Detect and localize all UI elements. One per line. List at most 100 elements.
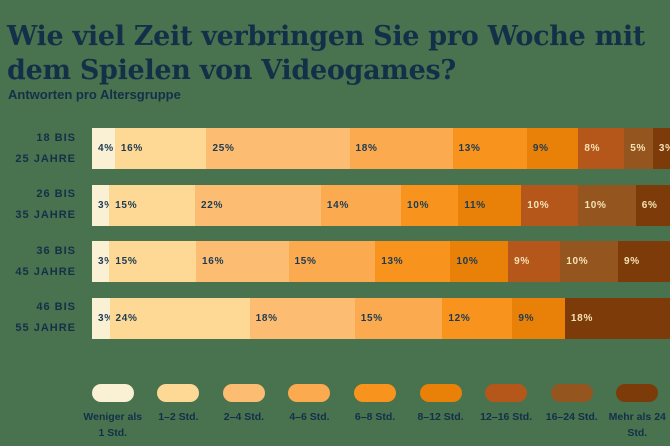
bar-segment: 9% bbox=[508, 241, 561, 282]
bar-segment: 9% bbox=[617, 241, 670, 282]
age-group-label: 36 BIS 45 JAHRE bbox=[15, 244, 76, 278]
segment-value-label: 13% bbox=[458, 143, 481, 154]
bar-segment: 25% bbox=[206, 128, 350, 169]
segment-value-label: 12% bbox=[448, 312, 471, 324]
bar-segment: 16% bbox=[114, 128, 207, 169]
bar-segment: 10% bbox=[521, 184, 579, 226]
bar-segment: 13% bbox=[375, 241, 451, 282]
segment-value-label: 9% bbox=[623, 256, 640, 267]
segment-value-label: 9% bbox=[518, 312, 535, 324]
segment-value-label: 18% bbox=[255, 312, 278, 324]
legend-swatch bbox=[550, 384, 593, 402]
bar-segment: 18% bbox=[564, 297, 670, 339]
bar-segment: 18% bbox=[249, 297, 355, 339]
legend-label: 2–4 Std. bbox=[223, 411, 265, 423]
legend-item: 16–24 Std. bbox=[539, 384, 605, 441]
age-group-label: 18 BIS 25 JAHRE bbox=[15, 131, 76, 165]
legend-item: Weniger als 1 Std. bbox=[80, 384, 146, 441]
legend-swatch bbox=[222, 384, 265, 402]
bar-segment: 6% bbox=[635, 184, 670, 226]
bar-segment: 12% bbox=[442, 297, 513, 339]
legend-swatch bbox=[616, 384, 659, 402]
bar-row: 46 BIS 55 JAHRE 3% 24% 18% 15% 12% 9% 18% bbox=[0, 297, 670, 339]
bar-segment: 10% bbox=[578, 184, 636, 226]
segment-value-label: 9% bbox=[514, 256, 531, 267]
legend-item: 2–4 Std. bbox=[211, 384, 277, 441]
segment-value-label: 16% bbox=[202, 256, 225, 267]
bar-segment: 15% bbox=[288, 241, 376, 282]
chart-subtitle: Antworten pro Altersgruppe bbox=[8, 87, 181, 102]
segment-value-label: 14% bbox=[326, 199, 350, 211]
segment-value-label: 3% bbox=[98, 256, 114, 267]
segment-value-label: 10% bbox=[566, 256, 589, 267]
legend-label: Weniger als 1 Std. bbox=[83, 411, 143, 439]
segment-value-label: 9% bbox=[532, 143, 549, 154]
legend-label: 1–2 Std. bbox=[158, 411, 199, 423]
legend-label: 16–24 Std. bbox=[545, 411, 598, 423]
bar-segment: 8% bbox=[578, 128, 625, 169]
legend-swatch bbox=[91, 384, 134, 402]
segment-value-label: 15% bbox=[294, 256, 317, 267]
legend-swatch bbox=[157, 384, 200, 402]
segment-value-label: 5% bbox=[630, 143, 647, 154]
bar-segment: 3% bbox=[92, 184, 113, 226]
chart-legend: Weniger als 1 Std. 1–2 Std. 2–4 Std. 4–6 St… bbox=[80, 384, 670, 441]
segment-value-label: 10% bbox=[584, 199, 607, 211]
bar-segment: 4% bbox=[92, 128, 115, 169]
bar-segment: 3% bbox=[652, 128, 670, 169]
segment-value-label: 24% bbox=[115, 312, 138, 324]
segment-value-label: 4% bbox=[98, 143, 114, 154]
legend-item: 4–6 Std. bbox=[277, 384, 343, 441]
bar-row: 36 BIS 45 JAHRE 3% 15% 16% 15% 13% 10% 9% 10% 9% bbox=[0, 241, 670, 282]
bar-segment: 14% bbox=[320, 184, 402, 226]
bar-segment: 10% bbox=[450, 241, 509, 282]
stacked-bar: 4% 16% 25% 18% 13% 9% 8% 5% 3% bbox=[92, 128, 670, 169]
segment-value-label: 8% bbox=[584, 143, 601, 154]
bar-segment: 11% bbox=[458, 184, 522, 226]
bar-row: 26 BIS 35 JAHRE 3% 15% 22% 14% 10% 11% 10% 10% 6% bbox=[0, 184, 670, 226]
legend-label: 6–8 Std. bbox=[354, 411, 396, 423]
legend-item: 12–16 Std. bbox=[473, 384, 539, 441]
segment-value-label: 3% bbox=[98, 199, 114, 211]
bar-segment: 15% bbox=[354, 297, 443, 339]
bar-segment: 24% bbox=[109, 297, 250, 339]
segment-value-label: 15% bbox=[115, 256, 138, 267]
legend-item: 6–8 Std. bbox=[342, 384, 408, 441]
segment-value-label: 11% bbox=[464, 199, 486, 211]
legend-item: Mehr als 24 Std. bbox=[605, 384, 670, 441]
segment-value-label: 15% bbox=[115, 199, 138, 211]
bar-segment: 15% bbox=[109, 184, 196, 226]
legend-label: 8–12 Std. bbox=[417, 411, 464, 423]
legend-swatch bbox=[485, 384, 528, 402]
legend-item: 8–12 Std. bbox=[408, 384, 474, 441]
bar-segment: 13% bbox=[452, 128, 527, 169]
segment-value-label: 18% bbox=[355, 143, 378, 154]
segment-value-label: 3% bbox=[98, 312, 114, 324]
bar-segment: 16% bbox=[196, 241, 289, 282]
chart-title: Wie viel Zeit verbringen Sie pro Woche m… bbox=[7, 21, 645, 87]
legend-swatch bbox=[354, 384, 397, 402]
segment-value-label: 15% bbox=[360, 312, 383, 324]
legend-item: 1–2 Std. bbox=[146, 384, 212, 441]
segment-value-label: 6% bbox=[641, 199, 658, 211]
bar-segment: 3% bbox=[92, 241, 113, 282]
segment-value-label: 18% bbox=[570, 312, 594, 324]
bar-segment: 15% bbox=[109, 241, 197, 282]
segment-value-label: 3% bbox=[658, 143, 670, 154]
bar-segment: 3% bbox=[92, 297, 113, 339]
segment-value-label: 10% bbox=[527, 199, 550, 211]
legend-swatch bbox=[419, 384, 462, 402]
segment-value-label: 10% bbox=[407, 199, 430, 211]
segment-value-label: 10% bbox=[456, 256, 479, 267]
age-group-label: 46 BIS 55 JAHRE bbox=[15, 301, 76, 334]
legend-label: 12–16 Std. bbox=[480, 411, 533, 423]
bar-segment: 10% bbox=[401, 184, 459, 226]
segment-value-label: 16% bbox=[120, 143, 144, 154]
legend-label: 4–6 Std. bbox=[289, 411, 330, 423]
segment-value-label: 25% bbox=[212, 143, 235, 154]
stacked-bar: 3% 15% 16% 15% 13% 10% 9% 10% 9% bbox=[92, 241, 670, 282]
age-group-label: 26 BIS 35 JAHRE bbox=[15, 188, 76, 221]
stacked-bar: 3% 15% 22% 14% 10% 11% 10% 10% 6% bbox=[92, 184, 670, 226]
bar-segment: 9% bbox=[526, 128, 579, 169]
